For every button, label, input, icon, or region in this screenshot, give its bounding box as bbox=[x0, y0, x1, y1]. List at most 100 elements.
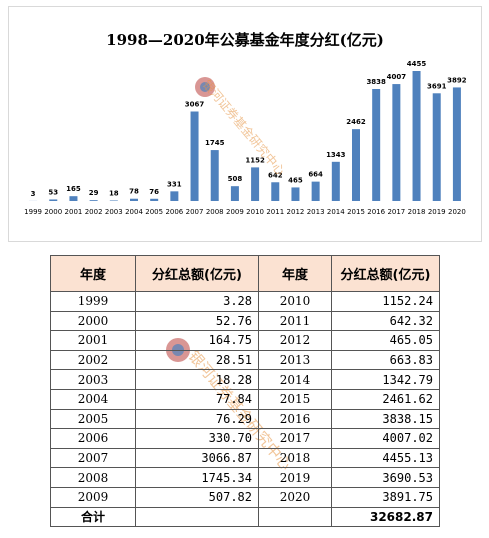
amount-cell: 663.83 bbox=[331, 349, 440, 371]
data-table: 年度 分红总额(亿元) 年度 分红总额(亿元) 1999 3.28 2010 1152.24 2… bbox=[50, 255, 440, 528]
data-label: 2462 bbox=[346, 118, 366, 126]
year-cell: 2010 bbox=[258, 291, 332, 312]
data-label: 331 bbox=[167, 180, 182, 188]
x-tick-label: 1999 bbox=[24, 208, 42, 216]
amount-cell: 642.32 bbox=[331, 310, 440, 332]
bar bbox=[69, 196, 78, 201]
amount-cell: 18.28 bbox=[135, 369, 259, 390]
year-cell: 2020 bbox=[258, 486, 332, 508]
bar bbox=[190, 111, 199, 201]
year-cell: 2013 bbox=[258, 349, 332, 371]
amount-cell: 2461.62 bbox=[331, 388, 440, 410]
bar bbox=[49, 199, 58, 201]
amount-cell: 3891.75 bbox=[331, 486, 440, 508]
bar bbox=[432, 93, 441, 201]
data-label: 4455 bbox=[407, 60, 427, 68]
data-label: 664 bbox=[308, 171, 323, 179]
bar bbox=[89, 200, 98, 201]
x-tick-label: 2004 bbox=[125, 208, 143, 216]
header-cell: 分红总额(亿元) bbox=[331, 255, 440, 292]
year-cell: 2016 bbox=[258, 408, 332, 430]
table-row: 2000 52.76 2011 642.32 bbox=[50, 310, 440, 332]
bar bbox=[311, 181, 320, 201]
data-label: 3067 bbox=[185, 101, 205, 109]
x-tick-label: 2002 bbox=[85, 208, 103, 216]
empty-cell bbox=[258, 506, 332, 528]
bar bbox=[170, 191, 179, 201]
amount-cell: 77.84 bbox=[135, 388, 259, 410]
x-tick-label: 2003 bbox=[105, 208, 123, 216]
x-tick-label: 2008 bbox=[206, 208, 224, 216]
bar bbox=[291, 187, 300, 201]
year-cell: 2008 bbox=[50, 467, 136, 488]
data-label: 465 bbox=[288, 176, 303, 184]
data-label: 53 bbox=[48, 188, 58, 196]
bar bbox=[130, 198, 138, 201]
table-row: 2009 507.82 2020 3891.75 bbox=[50, 486, 440, 508]
x-tick-label: 2018 bbox=[408, 208, 426, 216]
table-row: 合计 32682.87 bbox=[50, 506, 440, 528]
chart: 1998—2020年公募基金年度分红(亿元) 1999 3 2000 53 2001 16… bbox=[24, 31, 467, 216]
amount-cell: 1342.79 bbox=[331, 369, 440, 390]
table-row: 2005 76.29 2016 3838.15 bbox=[50, 408, 440, 430]
year-cell: 2018 bbox=[258, 447, 332, 469]
logo bbox=[195, 77, 215, 97]
x-tick-label: 2000 bbox=[44, 208, 62, 216]
table-row: 2001 164.75 2012 465.05 bbox=[50, 330, 440, 351]
data-label: 3892 bbox=[447, 76, 467, 84]
bar bbox=[392, 84, 401, 201]
year-cell: 2009 bbox=[50, 486, 136, 508]
x-tick-label: 2011 bbox=[266, 208, 284, 216]
x-tick-label: 2016 bbox=[367, 208, 385, 216]
amount-cell: 4455.13 bbox=[331, 447, 440, 469]
x-tick-label: 2001 bbox=[65, 208, 83, 216]
x-tick-label: 2019 bbox=[428, 208, 446, 216]
amount-cell: 28.51 bbox=[135, 349, 259, 371]
x-tick-label: 2013 bbox=[307, 208, 325, 216]
data-label: 78 bbox=[129, 188, 139, 196]
bar bbox=[251, 167, 260, 201]
year-cell: 2003 bbox=[50, 369, 136, 390]
amount-cell: 76.29 bbox=[135, 408, 259, 430]
amount-cell: 465.05 bbox=[331, 330, 440, 351]
chart-title: 1998—2020年公募基金年度分红(亿元) bbox=[106, 31, 384, 49]
data-label: 1152 bbox=[245, 156, 265, 164]
table-row: 2004 77.84 2015 2461.62 bbox=[50, 388, 440, 410]
total-value: 32682.87 bbox=[331, 506, 440, 528]
data-label: 3691 bbox=[427, 82, 447, 90]
year-cell: 2014 bbox=[258, 369, 332, 390]
amount-cell: 1152.24 bbox=[331, 291, 440, 312]
year-cell: 2000 bbox=[50, 310, 136, 332]
x-tick-label: 2010 bbox=[246, 208, 264, 216]
year-cell: 2015 bbox=[258, 388, 332, 410]
header-cell: 分红总额(亿元) bbox=[135, 255, 259, 292]
year-cell: 1999 bbox=[50, 291, 136, 312]
x-tick-label: 2005 bbox=[145, 208, 163, 216]
x-tick-label: 2015 bbox=[347, 208, 365, 216]
table-row: 年度 分红总额(亿元) 年度 分红总额(亿元) bbox=[50, 255, 440, 292]
header-cell: 年度 bbox=[258, 255, 332, 292]
year-cell: 2006 bbox=[50, 428, 136, 449]
year-cell: 2019 bbox=[258, 467, 332, 488]
year-cell: 2017 bbox=[258, 428, 332, 449]
bar bbox=[412, 71, 421, 201]
bar bbox=[271, 182, 280, 201]
year-cell: 2001 bbox=[50, 330, 136, 351]
year-cell: 2007 bbox=[50, 447, 136, 469]
x-tick-label: 2006 bbox=[165, 208, 183, 216]
bar bbox=[109, 200, 118, 201]
data-label: 165 bbox=[66, 185, 81, 193]
x-tick-label: 2007 bbox=[186, 208, 204, 216]
bar bbox=[352, 129, 360, 201]
data-label: 1745 bbox=[205, 139, 225, 147]
year-cell: 2011 bbox=[258, 310, 332, 332]
x-tick-label: 2017 bbox=[387, 208, 405, 216]
table-row: 2003 18.28 2014 1342.79 bbox=[50, 369, 440, 390]
amount-cell: 52.76 bbox=[135, 310, 259, 332]
data-label: 3838 bbox=[366, 78, 386, 86]
x-tick-label: 2020 bbox=[448, 208, 466, 216]
amount-cell: 3066.87 bbox=[135, 447, 259, 469]
data-label: 508 bbox=[228, 175, 243, 183]
table-row: 1999 3.28 2010 1152.24 bbox=[50, 291, 440, 312]
